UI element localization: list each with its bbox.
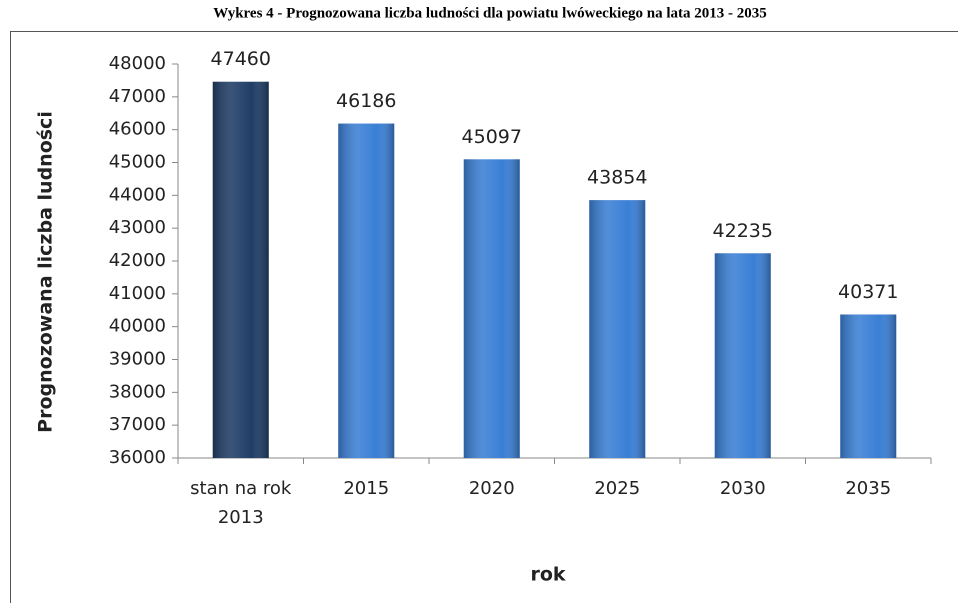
bar-shade	[589, 200, 646, 458]
bar-shade	[338, 123, 395, 459]
y-tick-label: 43000	[109, 217, 166, 238]
y-axis-title: Prognozowana liczba ludności	[35, 111, 57, 433]
bar-shade	[840, 314, 897, 458]
chart-frame	[10, 31, 958, 603]
bar-shade	[463, 159, 520, 458]
y-tick-label: 41000	[109, 283, 166, 304]
y-tick-label: 44000	[109, 184, 166, 205]
y-tick-label: 46000	[109, 119, 166, 140]
value-label: 42235	[713, 220, 773, 242]
x-tick-label: 2030	[719, 478, 766, 499]
y-tick-label: 40000	[109, 316, 166, 337]
value-label: 47460	[211, 48, 271, 70]
chart-title: Wykres 4 - Prognozowana liczba ludności …	[213, 5, 767, 21]
x-tick-label: 2025	[594, 478, 641, 499]
x-axis-title: rok	[530, 564, 565, 586]
y-tick-label: 39000	[109, 349, 166, 370]
y-tick-label: 45000	[109, 152, 166, 173]
x-tick-label: 2020	[468, 478, 515, 499]
x-tick-label: stan na rok 2013	[190, 478, 292, 528]
y-tick-label: 38000	[109, 381, 166, 402]
value-label: 40371	[838, 281, 898, 303]
y-tick-label: 37000	[109, 414, 166, 435]
value-label: 46186	[336, 90, 396, 112]
x-tick-label: 2015	[343, 478, 390, 499]
y-tick-label: 48000	[109, 53, 166, 74]
y-tick-label: 42000	[109, 250, 166, 271]
value-label: 43854	[587, 167, 647, 189]
bar-shade	[714, 253, 771, 458]
x-tick-label: 2035	[845, 478, 892, 499]
y-tick-label: 36000	[109, 447, 166, 468]
bar-shade	[212, 81, 269, 458]
value-label: 45097	[462, 126, 522, 148]
y-tick-label: 47000	[109, 86, 166, 107]
